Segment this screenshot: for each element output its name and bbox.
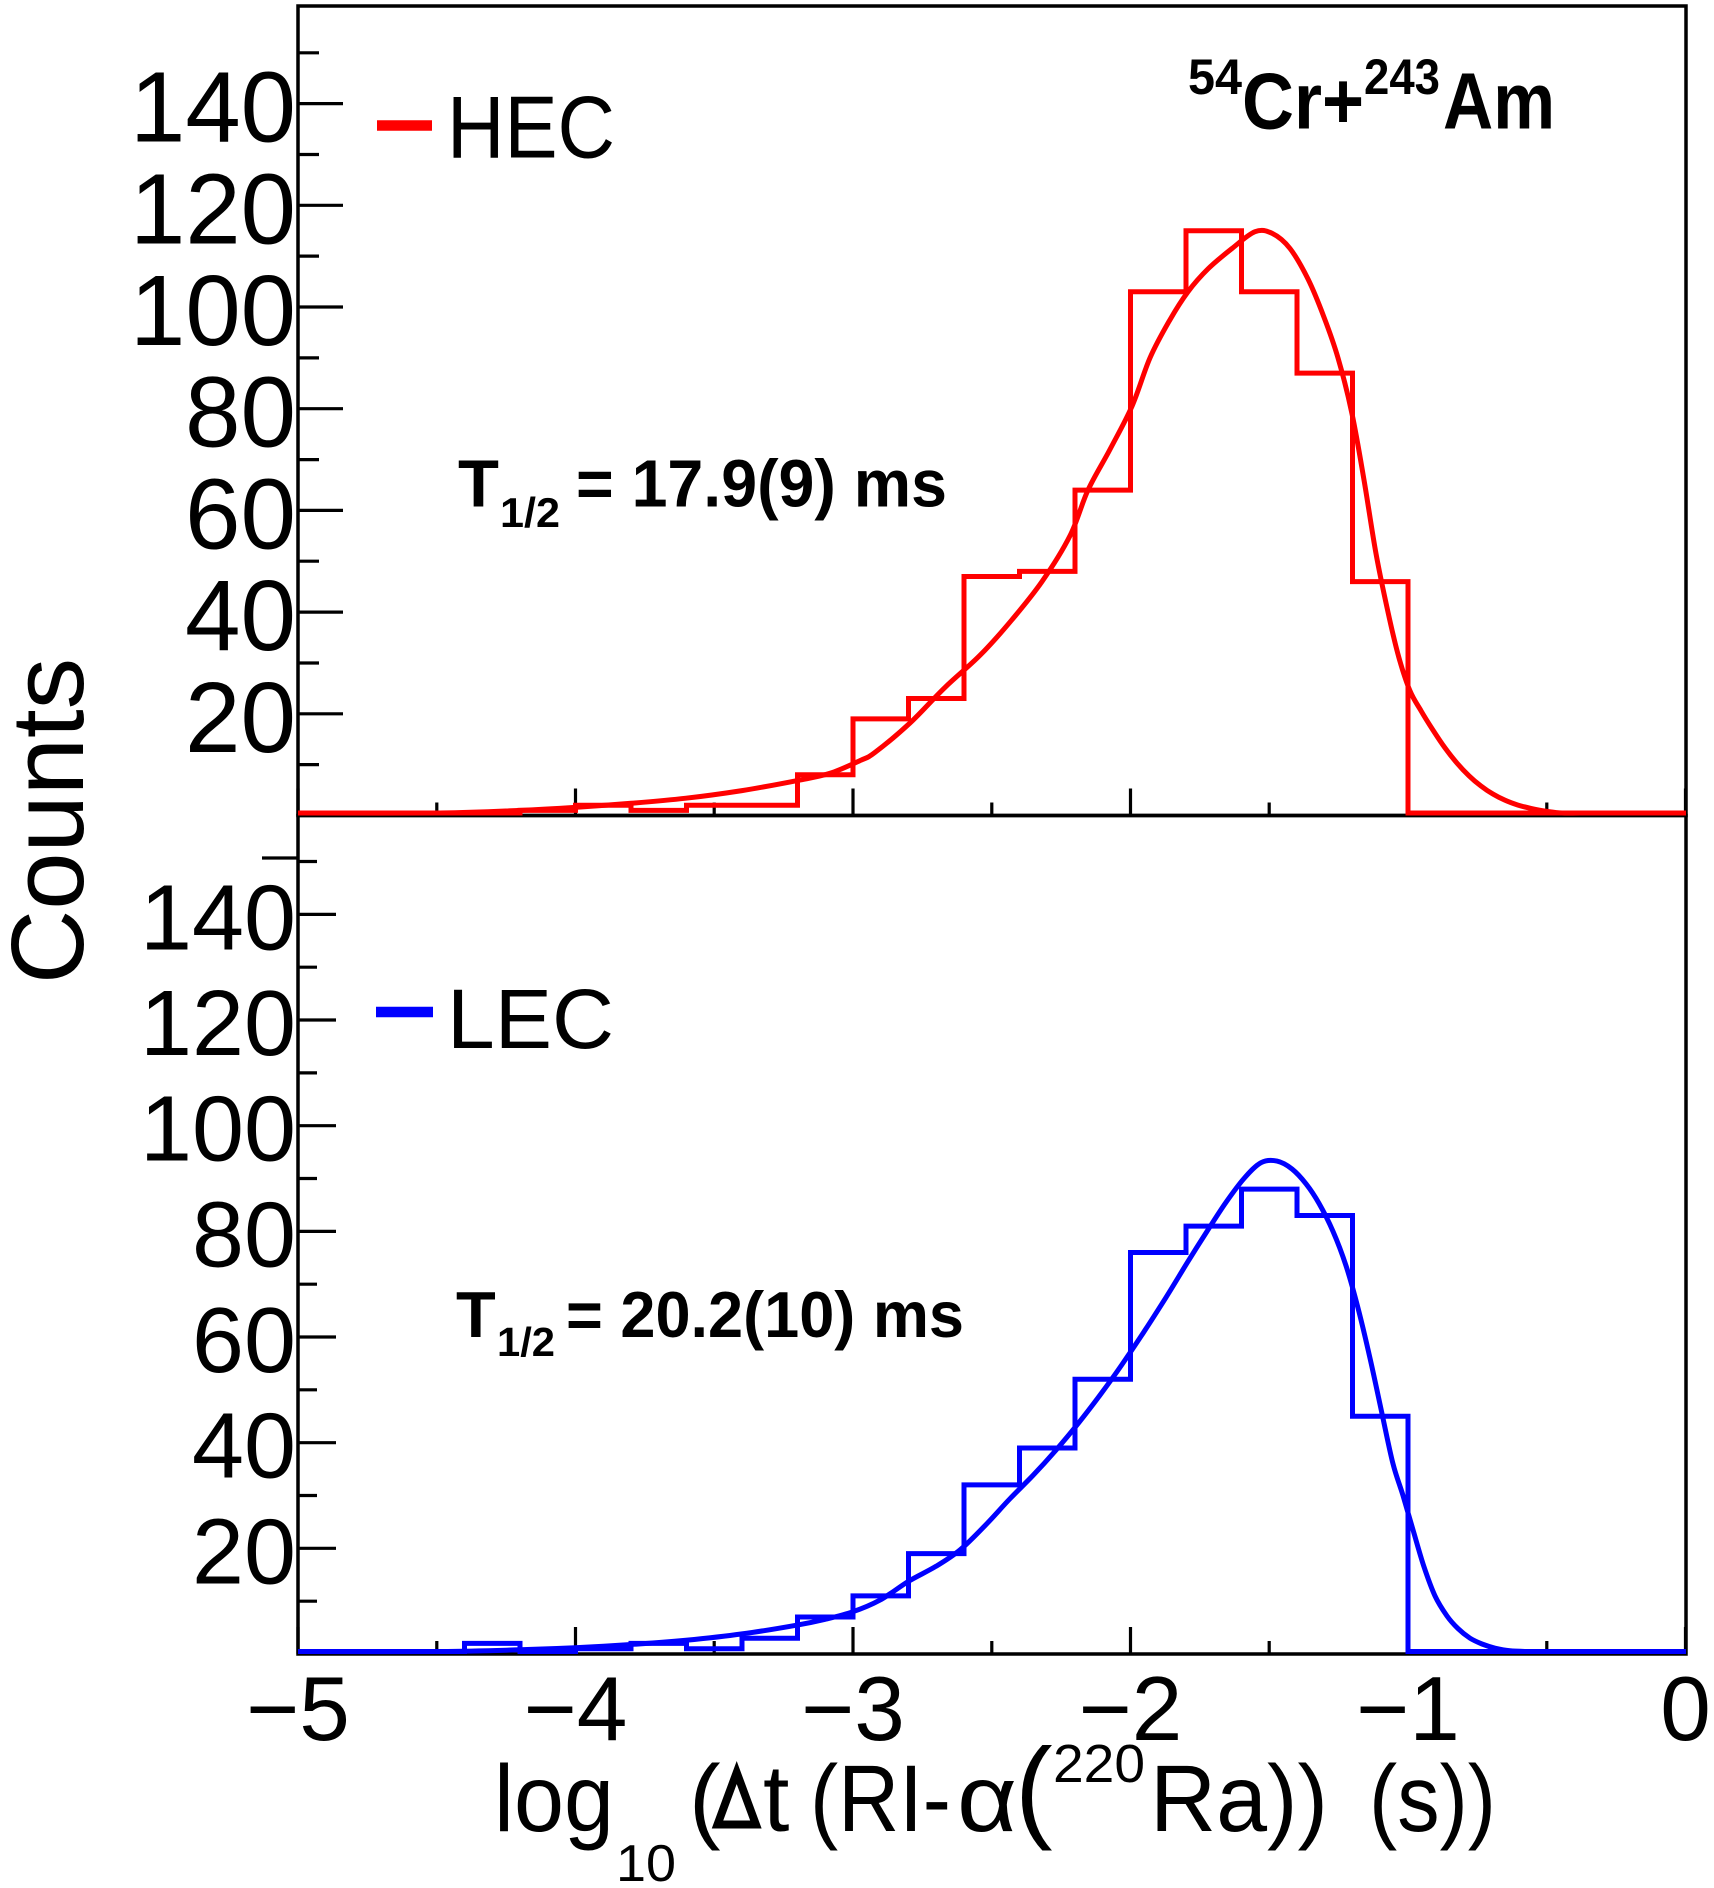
svg-text:100: 100: [140, 1077, 296, 1181]
svg-text:−3: −3: [801, 1659, 905, 1760]
svg-text:60: 60: [192, 1288, 296, 1392]
svg-text:1/2: 1/2: [497, 1319, 555, 1365]
svg-text:(: (: [1015, 1725, 1053, 1851]
svg-text:0: 0: [1660, 1659, 1711, 1760]
svg-text:HEC: HEC: [447, 78, 615, 177]
svg-text:−4: −4: [524, 1659, 628, 1760]
svg-text:220: 220: [1053, 1734, 1145, 1794]
svg-text:T: T: [458, 447, 499, 522]
svg-text:Ra)): Ra)): [1150, 1746, 1328, 1852]
svg-text:80: 80: [192, 1182, 296, 1286]
svg-text:t: t: [763, 1746, 789, 1852]
svg-text:(RI-: (RI-: [810, 1746, 951, 1852]
svg-text:100: 100: [130, 255, 296, 367]
svg-text:20: 20: [185, 662, 296, 774]
svg-text:(s)): (s)): [1369, 1746, 1496, 1852]
svg-text:60: 60: [185, 458, 296, 570]
svg-text:10: 10: [616, 1835, 676, 1888]
svg-text:120: 120: [140, 971, 296, 1075]
svg-text:1/2: 1/2: [500, 489, 560, 536]
svg-text:54: 54: [1188, 49, 1242, 105]
svg-text:LEC: LEC: [447, 972, 614, 1066]
svg-text:80: 80: [185, 357, 296, 469]
svg-text:40: 40: [185, 560, 296, 672]
svg-text:243: 243: [1364, 49, 1440, 105]
svg-text:= 20.2(10) ms: = 20.2(10) ms: [566, 1278, 964, 1351]
svg-text:α: α: [957, 1746, 1017, 1852]
svg-text:−1: −1: [1356, 1659, 1460, 1760]
svg-text:−5: −5: [246, 1659, 350, 1760]
svg-text:Counts: Counts: [0, 658, 105, 984]
svg-text:Am: Am: [1443, 57, 1555, 146]
svg-text:= 17.9(9) ms: = 17.9(9) ms: [576, 447, 947, 522]
svg-text:20: 20: [192, 1499, 296, 1603]
svg-text:T: T: [456, 1278, 496, 1351]
svg-text:120: 120: [130, 153, 296, 265]
svg-text:40: 40: [192, 1394, 296, 1498]
svg-text:140: 140: [140, 865, 296, 969]
svg-text:−2: −2: [1079, 1659, 1183, 1760]
svg-text:140: 140: [130, 52, 296, 164]
svg-text:(: (: [689, 1746, 721, 1852]
svg-text:Cr+: Cr+: [1242, 57, 1364, 146]
svg-text:log: log: [494, 1746, 614, 1852]
